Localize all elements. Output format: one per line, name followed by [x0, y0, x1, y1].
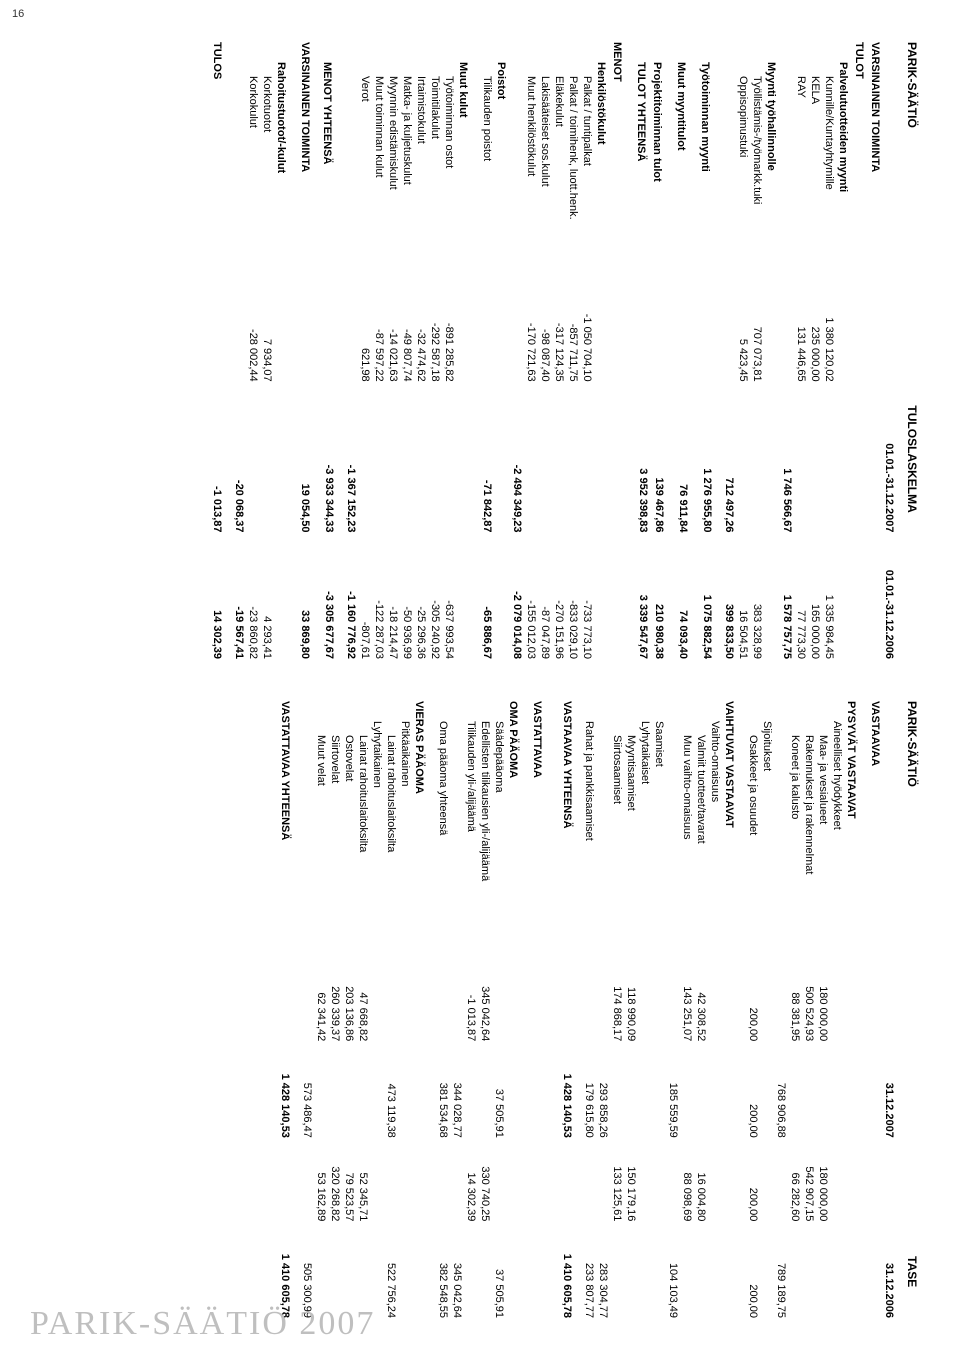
row-edelliset: Edellisten tilikausien yli-/alijäämä [478, 699, 492, 960]
row-projekti: Projektitoiminnan tulot [650, 40, 666, 286]
row-lakis: Lakisääteiset sos.kulut [538, 40, 552, 286]
income-statement: PARIK-SÄÄTIÖ TULOSLASKELMA 01.01.-31.12.2… [210, 40, 920, 661]
row-muu-vaihto: Muu vaihto-omaisuus [680, 699, 694, 960]
row-oma-yht: Oma pääoma yhteensä [436, 699, 450, 960]
row-lyhyt-v: Lyhytaikainen [370, 699, 384, 960]
col-2006: 01.01.-31.12.2006 [882, 535, 896, 661]
row-tulot-yht: TULOT YHTEENSÄ [634, 40, 650, 286]
row-myynnin: Myynnin edistämiskulut [386, 40, 400, 286]
row-matka: Matka- ja kuljetuskulut [400, 40, 414, 286]
row-palvelu: Palvelutuotteiden myynti [836, 40, 852, 286]
row-menot-yht: MENOT YHTEENSÄ [320, 40, 336, 286]
org-name-2: PARIK-SÄÄTIÖ [904, 699, 920, 960]
row-vastaavaa-yht: VASTAAVAA YHTEENSÄ [560, 699, 574, 960]
row-ostovelat: Ostovelat [342, 699, 356, 960]
row-oma-paaoma: OMA PÄÄOMA [506, 699, 522, 960]
footer-brand: PARIK-SÄÄTIÖ 2007 [30, 1305, 375, 1342]
row-siirtovelat: Siirtovelat [328, 699, 342, 960]
row-osakkeet: Osakkeet ja osuudet [746, 699, 760, 960]
row-poistot: Poistot [494, 40, 510, 286]
col-2007: 01.01.-31.12.2007 [882, 286, 896, 534]
row-rahoitus: Rahoitustuotot/-kulut [274, 40, 290, 286]
row-rahat: Rahat ja pankkisaamiset [582, 699, 596, 960]
row-vieras: VIERAS PÄÄOMA [412, 699, 428, 960]
row-muut-myynti: Muut myyntitulot [674, 40, 690, 286]
row-muut-kulut: Muut kulut [456, 40, 472, 286]
row-vaihto-om: Vaihto-omaisuus [708, 699, 722, 960]
row-irtaim: Irtaimistokulut [414, 40, 428, 286]
row-verot: Verot [358, 40, 372, 286]
row-myynti-tyo: Myynti työhallinnolle [764, 40, 780, 286]
row-aineelliset: Aineelliset hyödykkeet [830, 699, 844, 960]
org-name: PARIK-SÄÄTIÖ [904, 40, 920, 286]
row-koneet: Koneet ja kalusto [788, 699, 802, 960]
bcol-2007: 31.12.2007 [882, 1043, 896, 1140]
row-pysyvat: PYSYVÄT VASTAAVAT [844, 699, 860, 960]
row-saamiset: Saamiset [652, 699, 666, 960]
balance-sheet: PARIK-SÄÄTIÖTASE 31.12.200731.12.2006 VA… [210, 699, 920, 1320]
income-title: TULOSLASKELMA [904, 384, 920, 535]
row-tilik-poistot: Tilikauden poistot [480, 40, 494, 286]
row-muut-henk: Muut henkilöstökulut [524, 40, 538, 286]
row-vars-toim: VARSINAINEN TOIMINTA [298, 40, 312, 286]
row-tulos: TULOS [210, 40, 224, 286]
row-vastattavaa-yht: VASTATTAVAA YHTEENSÄ [278, 699, 292, 960]
row-tyotoim: Työtoiminnan myynti [698, 40, 714, 286]
row-tyotoim-ostot: Työtoiminnan ostot [442, 40, 456, 286]
row-rakenn: Rakennukset ja rakennelmat [802, 699, 816, 960]
financial-page: PARIK-SÄÄTIÖ TULOSLASKELMA 01.01.-31.12.2… [210, 40, 920, 1320]
row-palkat-toim: Palkat / toimihenk, luott.henk. [566, 40, 580, 286]
page-number: 16 [12, 8, 24, 20]
sec-tulot: TULOT [852, 40, 868, 286]
row-vaihtuvat: VAIHTUVAT VASTAAVAT [722, 699, 738, 960]
row-pitka: Pitkäaikainen [398, 699, 412, 960]
row-henk: Henkilöstökulut [594, 40, 610, 286]
row-palkat-tunti: Palkat / tuntipalkat [580, 40, 594, 286]
row-tyoll: Työllistämis-/työmarkk.tuki [750, 40, 764, 286]
row-muut-velat: Muut velat [314, 699, 328, 960]
row-elake: Eläkekulut [552, 40, 566, 286]
row-kela: KELA [808, 40, 822, 286]
sec-vastaavaa: VASTAAVAA [868, 699, 882, 960]
row-valmiit: Valmiit tuotteet/tavarat [694, 699, 708, 960]
sec-varsinainen: VARSINAINEN TOIMINTA [868, 40, 882, 286]
row-siirtos: Siirtosaamiset [610, 699, 624, 960]
row-lainat-p: Lainat rahoituslaitoksilta [384, 699, 398, 960]
row-kunnille: Kunnille/Kuntayhtymille [822, 40, 836, 286]
row-oppi: Oppisopimustuki [736, 40, 750, 286]
row-saade: Säädepääoma [492, 699, 506, 960]
row-lyhyt-s: Lyhytaikaiset [638, 699, 652, 960]
sec-vastattavaa: VASTATTAVAA [530, 699, 544, 960]
row-muut-toim: Muut toiminnan kulut [372, 40, 386, 286]
row-toimitila: Toimitilakulut [428, 40, 442, 286]
row-ray: RAY [794, 40, 808, 286]
row-lainat-l: Lainat rahoituslaitoksilta [356, 699, 370, 960]
row-myyntis: Myyntisaamiset [624, 699, 638, 960]
row-sijoitukset: Sijoitukset [760, 699, 774, 960]
row-tilik-yli: Tilikauden yli-/alijäämä [464, 699, 478, 960]
row-korkokulut: Korkokulut [246, 40, 260, 286]
sec-menot: MENOT [610, 40, 626, 286]
row-maa: Maa- ja vesialueet [816, 699, 830, 960]
row-korkotuotot: Korkotuotot [260, 40, 274, 286]
